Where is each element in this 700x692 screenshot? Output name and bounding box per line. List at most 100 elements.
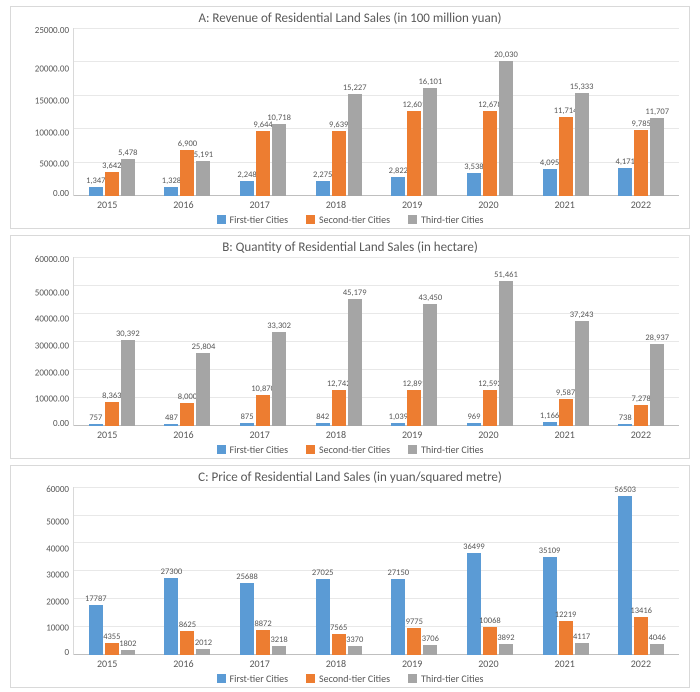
x-tick-label: 2022 <box>603 426 679 441</box>
y-tick-label: 20000.00 <box>35 64 69 73</box>
x-axis: 20152016201720182019202020212022 <box>69 196 679 211</box>
chart-a: A: Revenue of Residential Land Sales (in… <box>10 6 690 229</box>
legend-swatch <box>306 674 315 683</box>
x-tick-label: 2019 <box>374 426 450 441</box>
data-label: 37,243 <box>570 310 594 320</box>
bar: 11,707 <box>650 118 664 197</box>
bar: 27025 <box>316 579 330 655</box>
data-label: 17787 <box>85 594 107 604</box>
bar-group: 2702575653370 <box>301 487 377 655</box>
bar: 842 <box>316 423 330 425</box>
y-tick-label: 20000 <box>46 597 69 606</box>
data-label: 6,900 <box>178 139 197 149</box>
data-label: 30,392 <box>116 329 140 339</box>
bar: 2,822 <box>391 177 405 196</box>
y-tick-label: 60000.00 <box>35 255 69 264</box>
chart-b: B: Quantity of Residential Land Sales (i… <box>10 235 690 458</box>
legend-label: First-tier Cities <box>230 213 289 226</box>
bar-group: 2,2489,64410,718 <box>225 28 301 196</box>
legend-swatch <box>217 674 226 683</box>
bar: 12,678 <box>483 111 497 196</box>
data-label: 738 <box>619 413 632 423</box>
bar: 20,030 <box>499 61 513 196</box>
bar: 8872 <box>256 630 270 655</box>
bar: 10,870 <box>256 395 270 425</box>
data-label: 3892 <box>497 633 514 643</box>
bar: 3,642 <box>105 172 119 197</box>
bar: 37,243 <box>575 321 589 425</box>
data-label: 10068 <box>479 616 501 626</box>
bar: 43,450 <box>423 304 437 426</box>
bar: 27150 <box>391 579 405 655</box>
bar: 25688 <box>240 583 254 655</box>
data-label: 4117 <box>573 632 590 642</box>
chart-c: C: Price of Residential Land Sales (in y… <box>10 465 690 688</box>
bar: 5,191 <box>196 161 210 196</box>
bar: 8,363 <box>105 402 119 425</box>
data-label: 1,328 <box>162 176 181 186</box>
plot-area: 60000.0050000.0040000.0030000.0020000.00… <box>21 257 679 425</box>
bar: 12,601 <box>407 111 421 196</box>
bar: 4,171 <box>618 168 632 196</box>
y-tick-label: 50000 <box>46 518 69 527</box>
x-tick-label: 2016 <box>145 196 221 211</box>
y-tick-label: 25000.00 <box>35 26 69 35</box>
data-label: 33,302 <box>267 321 291 331</box>
legend-swatch <box>217 445 226 454</box>
legend-swatch <box>306 215 315 224</box>
data-label: 27150 <box>388 568 410 578</box>
bar: 15,333 <box>575 93 589 196</box>
bar: 9,639 <box>332 131 346 196</box>
data-label: 1802 <box>119 639 136 649</box>
bar: 3370 <box>348 646 362 655</box>
y-tick-label: 0 <box>64 648 69 657</box>
bar-group: 2730086252012 <box>150 487 226 655</box>
bar: 33,302 <box>272 332 286 425</box>
data-label: 8,363 <box>102 391 121 401</box>
bar: 487 <box>164 424 178 425</box>
data-label: 56503 <box>614 485 636 495</box>
y-tick-label: 10000.00 <box>35 395 69 404</box>
bar-group: 2,2759,63915,227 <box>301 28 377 196</box>
bar-group: 35109122194117 <box>528 487 604 655</box>
bar-group: 56503134164046 <box>603 487 679 655</box>
data-label: 3706 <box>422 634 439 644</box>
columns: 7578,36330,3924878,00025,80487510,87033,… <box>73 257 679 425</box>
bar-group: 4,1719,78511,707 <box>603 28 679 196</box>
legend-label: Third-tier Cities <box>421 672 483 685</box>
legend-swatch <box>408 445 417 454</box>
data-label: 15,227 <box>343 83 367 93</box>
bar-group: 96912,59251,461 <box>452 257 528 425</box>
legend-label: Second-tier Cities <box>319 672 390 685</box>
x-tick-label: 2019 <box>374 655 450 670</box>
legend-item: First-tier Cities <box>217 672 289 685</box>
bar: 5,478 <box>121 159 135 196</box>
bar: 36499 <box>467 553 481 655</box>
data-label: 4046 <box>649 633 666 643</box>
bar: 6,900 <box>180 150 194 196</box>
y-tick-label: 40000 <box>46 544 69 553</box>
bar: 12,742 <box>332 390 346 426</box>
x-tick-label: 2020 <box>450 426 526 441</box>
bar: 969 <box>467 423 481 426</box>
data-label: 3,538 <box>464 162 483 172</box>
x-tick-label: 2016 <box>145 426 221 441</box>
x-tick-label: 2018 <box>298 196 374 211</box>
bar: 3,538 <box>467 173 481 197</box>
bar: 8625 <box>180 631 194 655</box>
y-tick-label: 20000.00 <box>35 368 69 377</box>
bar: 27300 <box>164 578 178 655</box>
data-label: 4,095 <box>540 158 559 168</box>
bar-group: 3649910068 3892 <box>452 487 528 655</box>
data-label: 2,248 <box>237 170 256 180</box>
legend-item: Second-tier Cities <box>306 443 390 456</box>
data-label: 9,639 <box>329 120 348 130</box>
legend-item: Third-tier Cities <box>408 213 483 226</box>
data-label: 15,333 <box>570 82 594 92</box>
bar-group: 2568888723218 <box>225 487 301 655</box>
plot-area: 6000050000400003000020000100000177874355… <box>21 487 679 655</box>
data-label: 10,718 <box>267 113 291 123</box>
bar: 17787 <box>89 605 103 655</box>
columns: 1,3473,6425,4781,3286,9005,1912,2489,644… <box>73 28 679 196</box>
data-label: 875 <box>241 412 254 422</box>
